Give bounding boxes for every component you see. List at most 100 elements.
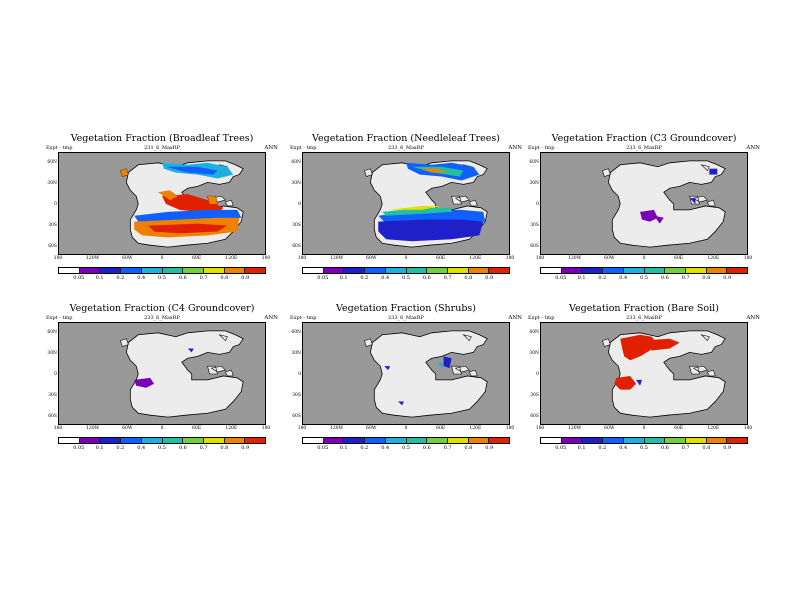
- colorbar-label: 0.05: [73, 445, 85, 451]
- colorbar-label: 0.05: [555, 445, 567, 451]
- lon-tick-label: 120E: [225, 256, 238, 261]
- colorbar-swatch: [79, 268, 101, 273]
- vegetation-patch: [437, 362, 444, 369]
- colorbar-swatch: [344, 268, 366, 273]
- lon-tick-label: 60W: [122, 256, 133, 261]
- panel-subtitle: 233_6_MaxRP: [626, 315, 662, 321]
- land-mass: [369, 330, 488, 418]
- colorbar-swatch: [727, 268, 748, 273]
- lat-tick-label: 0: [536, 202, 539, 207]
- colorbar-swatch: [623, 438, 645, 443]
- colorbar-label: 0.1: [339, 445, 348, 451]
- map-shrubs: [302, 322, 510, 425]
- vegetation-patch: [378, 219, 484, 242]
- lon-tick-label: 120E: [469, 426, 482, 431]
- colorbar-label: 0.7: [443, 275, 452, 281]
- lat-tick-label: 30N: [47, 181, 57, 186]
- colorbar-swatch: [603, 438, 624, 443]
- vegetation-patch: [689, 198, 696, 204]
- colorbar-swatch: [561, 438, 583, 443]
- panel-broadleaf-trees: Vegetation Fraction (Broadleaf Trees) Ex…: [46, 133, 278, 291]
- panel-title: Vegetation Fraction (Shrubs): [336, 303, 476, 314]
- panel-bare-soil: Vegetation Fraction (Bare Soil) Expt - t…: [528, 303, 760, 461]
- lon-tick-label: 0: [160, 426, 164, 431]
- expt-label: Expt - tmp: [528, 145, 555, 151]
- lat-tick-label: 60S: [48, 414, 57, 419]
- vegetation-patch: [636, 379, 643, 386]
- lon-tick-label: 60W: [366, 256, 377, 261]
- colorbar-label: 0.6: [660, 445, 669, 451]
- lat-tick-label: 60N: [47, 330, 57, 335]
- colorbar-swatch: [203, 438, 225, 443]
- lat-tick-label: 60S: [530, 244, 539, 249]
- colorbar-label: 0.05: [73, 275, 85, 281]
- colorbar-label: 0.5: [640, 275, 648, 281]
- colorbar-swatch: [224, 438, 246, 443]
- lat-tick-label: 0: [298, 202, 301, 207]
- vegetation-patch: [640, 209, 658, 222]
- lat-tick-label: 60N: [529, 330, 539, 335]
- colorbar-label: 0.8: [464, 275, 473, 281]
- panel-needleleaf-trees: Vegetation Fraction (Needleleaf Trees) E…: [290, 133, 522, 291]
- lon-tick-label: 180: [297, 256, 307, 261]
- colorbar-swatch: [706, 438, 728, 443]
- colorbar-label: 0.7: [199, 275, 208, 281]
- vegetation-patch: [653, 215, 664, 224]
- colorbar-label: 0.8: [464, 445, 473, 451]
- colorbar-swatch: [59, 438, 80, 443]
- colorbar-label: 0.2: [116, 275, 125, 281]
- map-c4: [58, 322, 266, 425]
- lon-tick-label: 120W: [86, 256, 100, 261]
- colorbar-swatch: [59, 268, 80, 273]
- lat-tick-label: 30N: [529, 181, 539, 186]
- map-canvas: [59, 153, 265, 254]
- colorbar-label: 0.7: [681, 445, 690, 451]
- lat-tick-label: 0: [298, 372, 301, 377]
- lon-tick-label: 180: [535, 256, 545, 261]
- colorbar-label: 0.7: [199, 445, 208, 451]
- colorbar-label: 0.6: [178, 445, 187, 451]
- colorbar-label: 0.9: [723, 445, 732, 451]
- land-mass: [607, 160, 726, 248]
- colorbar-label: 0.8: [220, 275, 229, 281]
- lon-tick-label: 60E: [192, 426, 202, 431]
- colorbar-label: 0.2: [116, 445, 125, 451]
- lon-tick-label: 180: [53, 256, 63, 261]
- lat-tick-label: 60S: [48, 244, 57, 249]
- lat-tick-label: 30N: [291, 351, 301, 356]
- lon-tick-label: 60E: [674, 256, 684, 261]
- lon-tick-label: 120E: [225, 426, 238, 431]
- colorbar-swatch: [183, 438, 204, 443]
- colorbar-label: 0.6: [422, 275, 431, 281]
- colorbar-swatch: [644, 438, 666, 443]
- colorbar-label: 0.8: [220, 445, 229, 451]
- vegetation-patch: [382, 207, 452, 216]
- colorbar-swatch: [344, 438, 366, 443]
- lat-tick-label: 0: [54, 372, 57, 377]
- lon-tick-label: 180: [535, 426, 545, 431]
- lon-tick-label: 120E: [707, 256, 720, 261]
- map-needleleaf: [302, 152, 510, 255]
- lat-tick-label: 0: [536, 372, 539, 377]
- vegetation-patch: [614, 375, 637, 390]
- colorbar-label: 0.2: [360, 275, 369, 281]
- colorbar-swatch: [100, 268, 122, 273]
- colorbar-swatch: [582, 438, 604, 443]
- vegetation-patch: [398, 401, 405, 406]
- panel-subtitle: 233_6_MaxRP: [388, 145, 424, 151]
- colorbar: [302, 267, 510, 274]
- lon-tick-label: 120W: [568, 256, 582, 261]
- lon-tick-label: 60E: [674, 426, 684, 431]
- lon-tick-label: 120E: [707, 426, 720, 431]
- lon-tick-label: 180: [297, 426, 307, 431]
- colorbar-swatch: [385, 438, 407, 443]
- colorbar-swatch: [323, 268, 345, 273]
- vegetation-patch: [709, 168, 718, 175]
- lon-tick-label: 0: [404, 256, 408, 261]
- colorbar-swatch: [323, 438, 345, 443]
- colorbar-swatch: [489, 438, 510, 443]
- colorbar-swatch: [541, 268, 562, 273]
- vegetation-patch: [187, 348, 194, 353]
- colorbar-label: 0.1: [95, 275, 104, 281]
- lon-tick-label: 60W: [366, 426, 377, 431]
